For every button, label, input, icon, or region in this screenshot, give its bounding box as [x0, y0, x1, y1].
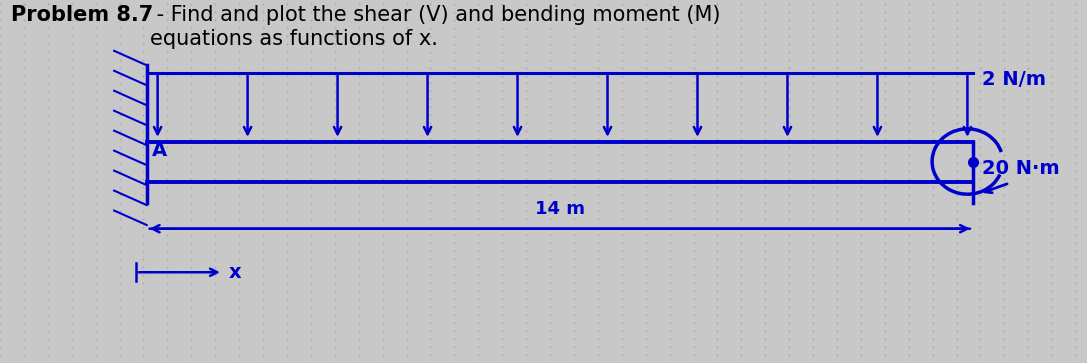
Text: Problem 8.7: Problem 8.7 — [11, 5, 153, 25]
Text: - Find and plot the shear (V) and bending moment (M)
equations as functions of x: - Find and plot the shear (V) and bendin… — [150, 5, 721, 49]
Text: x: x — [228, 263, 241, 282]
Text: A: A — [152, 141, 167, 160]
Text: 20 N·m: 20 N·m — [982, 159, 1059, 178]
Text: 14 m: 14 m — [535, 200, 585, 218]
Text: 2 N/m: 2 N/m — [982, 70, 1046, 89]
